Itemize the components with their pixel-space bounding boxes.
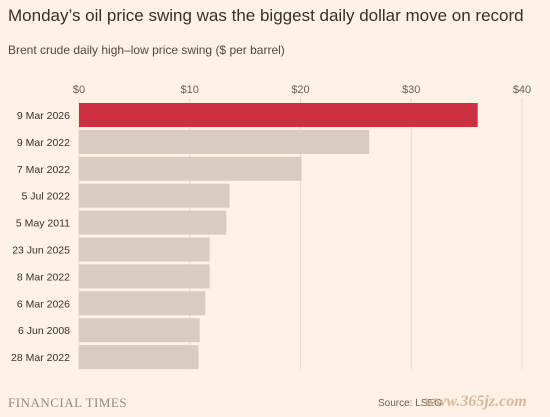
bar xyxy=(79,318,200,343)
bar xyxy=(79,237,210,262)
bar xyxy=(79,210,227,235)
x-tick-label: $30 xyxy=(402,84,420,96)
bar xyxy=(79,345,199,370)
category-label: 28 Mar 2022 xyxy=(11,352,70,364)
bar xyxy=(79,129,370,154)
chart-title: Monday’s oil price swing was the biggest… xyxy=(8,6,524,25)
bar-chart: $0 $10 $20 $30 $40 9 Mar 2026 9 Mar 2022 7 Mar … xyxy=(11,84,531,370)
category-label: 5 May 2011 xyxy=(16,218,70,230)
x-tick-label: $10 xyxy=(181,84,199,96)
bar xyxy=(79,156,302,181)
x-tick-label: $40 xyxy=(513,84,531,96)
x-tick-label: $20 xyxy=(291,84,309,96)
bar xyxy=(79,183,230,208)
category-label: 5 Jul 2022 xyxy=(22,191,71,203)
brand-logo: FINANCIAL TIMES xyxy=(8,395,128,410)
category-label: 23 Jun 2025 xyxy=(12,245,70,257)
category-label: 9 Mar 2022 xyxy=(17,137,70,149)
source-note: Source: LSEG xyxy=(378,398,442,409)
bar-highlight xyxy=(79,103,478,127)
bar xyxy=(79,264,210,289)
chart-subtitle: Brent crude daily high–low price swing (… xyxy=(8,43,285,57)
category-label: 6 Mar 2026 xyxy=(17,298,70,310)
watermark: www.365jz.com xyxy=(425,393,527,410)
category-label: 6 Jun 2008 xyxy=(18,325,70,337)
bar xyxy=(79,291,206,316)
x-tick-label: $0 xyxy=(73,84,85,96)
category-label: 7 Mar 2022 xyxy=(17,164,70,176)
category-label: 9 Mar 2026 xyxy=(17,110,70,122)
category-label: 8 Mar 2022 xyxy=(17,271,70,283)
